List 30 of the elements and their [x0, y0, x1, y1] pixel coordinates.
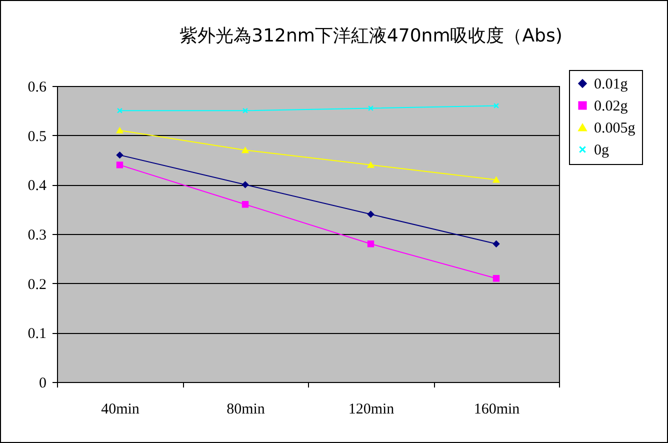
y-tick-label: 0.3: [28, 228, 46, 244]
point: [492, 240, 500, 248]
point: [242, 181, 249, 188]
legend-label: 0g: [594, 142, 610, 158]
x-tick-label: 80min: [226, 402, 266, 418]
legend-label: 0.005g: [594, 120, 636, 136]
chart-title: 紫外光為312nm下洋紅液470nm吸收度（Abs): [180, 26, 562, 46]
y-tick-label: 0.2: [28, 276, 46, 293]
point: [242, 201, 249, 208]
x-tick-label: 40min: [101, 402, 140, 418]
point: [368, 105, 374, 111]
x-tick-label: 120min: [348, 402, 395, 418]
y-tick-label: 0.1: [28, 326, 46, 342]
point: [367, 240, 374, 248]
point: [116, 162, 124, 168]
point: [242, 147, 249, 154]
point: [242, 108, 248, 114]
y-tick-label: 0: [39, 376, 46, 392]
point: [116, 152, 124, 158]
y-tick-label: 0.6: [28, 80, 47, 96]
point: [367, 210, 374, 218]
point: [492, 176, 500, 183]
y-tick-label: 0.5: [28, 128, 46, 145]
y-tick-label: 0.4: [28, 178, 47, 194]
point: [367, 162, 374, 168]
point: [492, 275, 500, 282]
legend-label: 0.02g: [594, 98, 628, 114]
x-tick-label: 160min: [474, 402, 520, 418]
legend-label: 0.01g: [594, 76, 628, 92]
point: [116, 127, 124, 134]
